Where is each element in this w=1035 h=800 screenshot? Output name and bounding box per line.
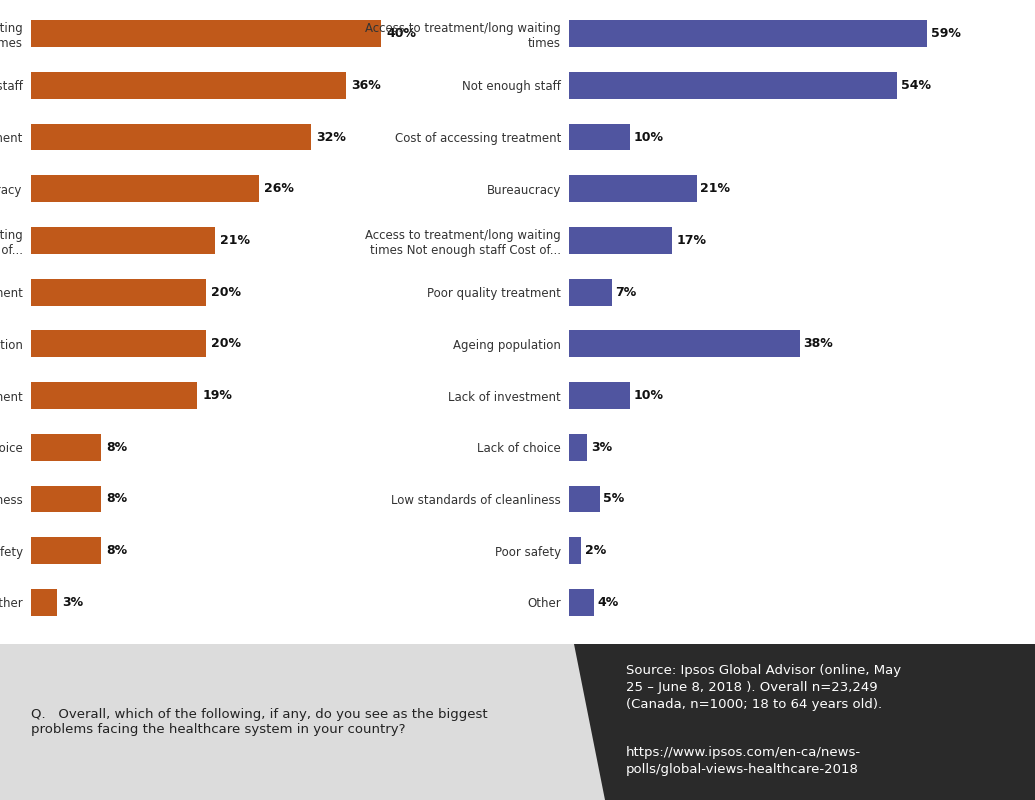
Bar: [31, 538, 101, 564]
Text: 4%: 4%: [597, 596, 619, 609]
Text: 19%: 19%: [203, 389, 233, 402]
Text: 21%: 21%: [701, 182, 731, 195]
Text: 38%: 38%: [803, 338, 833, 350]
Bar: [569, 538, 582, 564]
Bar: [569, 72, 897, 98]
Bar: [569, 227, 673, 254]
Bar: [31, 20, 381, 47]
Bar: [569, 20, 927, 47]
Text: 17%: 17%: [676, 234, 706, 247]
Text: 3%: 3%: [62, 596, 84, 609]
Bar: [31, 175, 259, 202]
Text: 21%: 21%: [220, 234, 250, 247]
Text: https://www.ipsos.com/en-ca/news-
polls/global-views-healthcare-2018: https://www.ipsos.com/en-ca/news- polls/…: [626, 746, 861, 776]
Bar: [31, 382, 198, 409]
Bar: [31, 330, 206, 358]
Text: 10%: 10%: [633, 389, 663, 402]
Bar: [31, 278, 206, 306]
Bar: [31, 227, 215, 254]
Text: 20%: 20%: [211, 286, 241, 298]
Text: Source: Ipsos Global Advisor (online, May
25 – June 8, 2018 ). Overall n=23,249
: Source: Ipsos Global Advisor (online, Ma…: [626, 664, 901, 711]
Text: 2%: 2%: [585, 544, 607, 557]
Bar: [569, 589, 593, 616]
Bar: [569, 175, 697, 202]
Bar: [31, 434, 101, 461]
Text: 10%: 10%: [633, 130, 663, 143]
Bar: [569, 330, 800, 358]
Text: 36%: 36%: [352, 79, 381, 92]
Bar: [31, 123, 312, 150]
Text: 59%: 59%: [932, 27, 962, 40]
Text: 20%: 20%: [211, 338, 241, 350]
Text: 3%: 3%: [591, 441, 613, 454]
Bar: [569, 486, 599, 513]
Bar: [569, 434, 588, 461]
Bar: [569, 123, 630, 150]
Text: Q.   Overall, which of the following, if any, do you see as the biggest
problems: Q. Overall, which of the following, if a…: [31, 708, 487, 736]
Text: 26%: 26%: [264, 182, 294, 195]
Bar: [569, 278, 612, 306]
Bar: [569, 382, 630, 409]
Bar: [31, 72, 347, 98]
Text: 8%: 8%: [107, 493, 127, 506]
Text: 7%: 7%: [616, 286, 637, 298]
Text: 54%: 54%: [900, 79, 930, 92]
Text: 32%: 32%: [317, 130, 347, 143]
Text: 8%: 8%: [107, 441, 127, 454]
Text: 8%: 8%: [107, 544, 127, 557]
Text: 5%: 5%: [603, 493, 624, 506]
Bar: [31, 486, 101, 513]
Bar: [31, 589, 57, 616]
Polygon shape: [0, 644, 626, 800]
Text: 40%: 40%: [387, 27, 417, 40]
Polygon shape: [574, 644, 1035, 800]
